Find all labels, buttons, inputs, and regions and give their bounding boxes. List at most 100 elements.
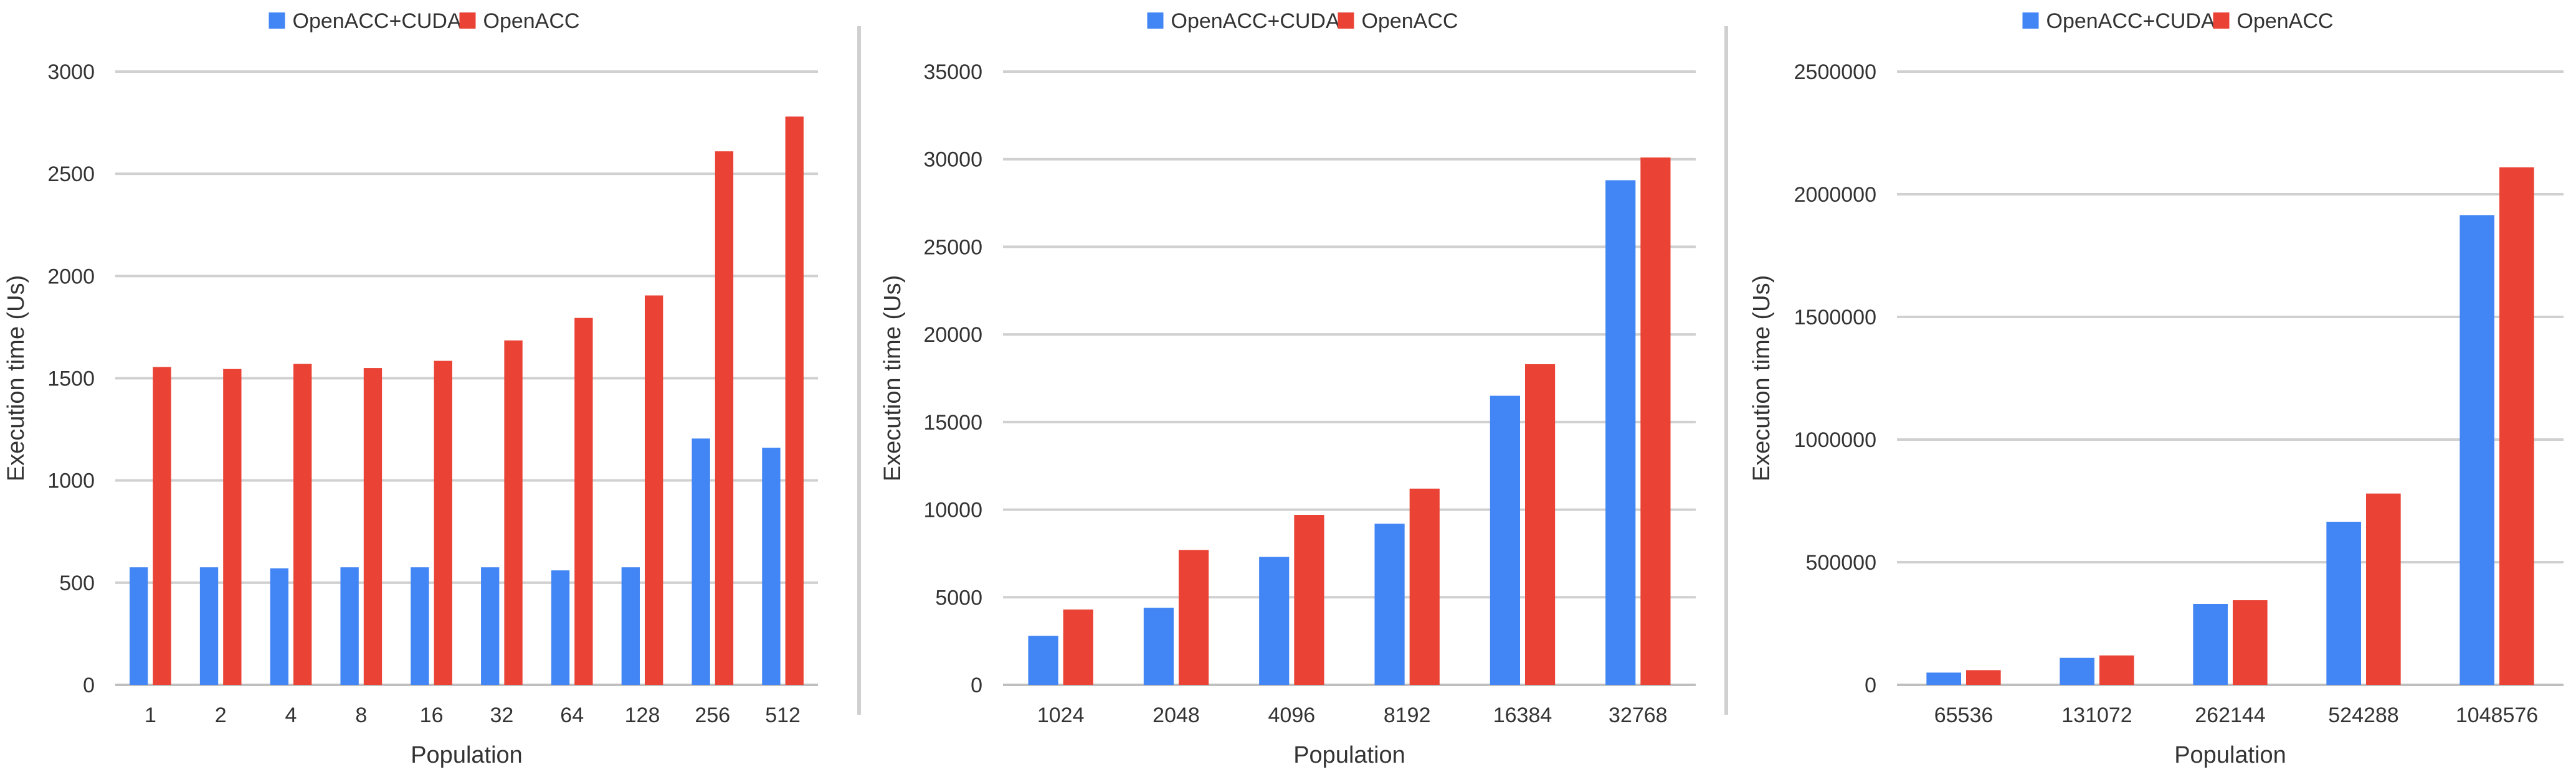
- chart1-x-axis-title: Population: [411, 742, 523, 768]
- chart1-bar-openacc-1: [153, 367, 171, 685]
- chart2-bar-openacc-cuda-32768: [1605, 180, 1636, 685]
- chart1-bar-openacc-64: [574, 318, 593, 685]
- chart1-y-tick-label: 1500: [47, 367, 95, 391]
- chart2-y-tick-label: 25000: [923, 235, 982, 259]
- chart2-bar-openacc-cuda-4096: [1259, 557, 1290, 685]
- chart2-x-tick-label: 1024: [1037, 704, 1085, 727]
- chart1-x-tick-label: 2: [215, 704, 227, 727]
- chart2-y-tick-label: 15000: [923, 411, 982, 435]
- chart1-legend-label-openacc-cuda: OpenACC+CUDA: [293, 9, 462, 33]
- chart3-x-tick-label: 524288: [2328, 704, 2398, 727]
- chart1-bar-openacc-cuda-4: [270, 568, 288, 685]
- chart2-legend-swatch-openacc: [1338, 12, 1354, 29]
- chart2-bar-openacc-cuda-16384: [1490, 395, 1520, 685]
- chart2-y-tick-label: 35000: [923, 60, 982, 84]
- chart3-y-tick-label: 2500000: [1794, 60, 1876, 84]
- chart1-y-tick-label: 1000: [47, 469, 95, 493]
- chart1-x-tick-label: 128: [625, 704, 660, 727]
- chart2-bar-openacc-4096: [1294, 515, 1324, 685]
- chart1-x-tick-label: 1: [145, 704, 156, 727]
- chart2-bar-openacc-32768: [1640, 157, 1671, 685]
- chart3-y-tick-label: 1000000: [1794, 428, 1876, 452]
- chart3-bar-openacc-524288: [2366, 493, 2401, 685]
- chart1-bar-openacc-4: [293, 364, 312, 685]
- chart2-bar-openacc-8192: [1409, 488, 1440, 685]
- chart3-legend-label-openacc-cuda: OpenACC+CUDA: [2046, 9, 2215, 33]
- chart1-y-tick-label: 0: [83, 674, 95, 697]
- chart1-x-tick-label: 256: [695, 704, 730, 727]
- chart3-y-tick-label: 2000000: [1794, 183, 1876, 207]
- chart3-bar-openacc-262144: [2233, 600, 2268, 685]
- chart1-bar-openacc-512: [785, 116, 804, 685]
- chart1-bar-openacc-8: [363, 368, 383, 685]
- chart2-x-tick-label: 16384: [1493, 704, 1552, 727]
- chart3-bar-openacc-cuda-65536: [1926, 672, 1961, 685]
- chart1-y-tick-label: 500: [59, 572, 95, 595]
- chart3-bar-openacc-65536: [1966, 670, 2001, 685]
- chart2-bar-openacc-16384: [1525, 364, 1556, 685]
- chart2-bar-openacc-cuda-2048: [1143, 608, 1174, 685]
- chart1-bar-openacc-cuda-2: [199, 567, 219, 685]
- chart2-legend-label-openacc-cuda: OpenACC+CUDA: [1171, 9, 1340, 33]
- chart3-x-tick-label: 262144: [2195, 704, 2265, 727]
- chart2-x-tick-label: 8192: [1384, 704, 1431, 727]
- chart3-bar-openacc-131072: [2099, 655, 2134, 685]
- chart-panel-2: 0 5000 10000 15000 20000 25000 30000 35000 1024 2…: [880, 9, 1696, 768]
- chart2-y-axis-title: Execution time (Us): [880, 275, 906, 482]
- chart2-x-axis-title: Population: [1293, 742, 1405, 768]
- chart1-y-tick-label: 2000: [47, 265, 95, 288]
- chart3-y-tick-label: 1500000: [1794, 306, 1876, 329]
- chart1-bar-openacc-16: [434, 360, 452, 685]
- chart3-x-tick-label: 131072: [2061, 704, 2132, 727]
- chart3-bar-openacc-cuda-524288: [2326, 521, 2361, 685]
- chart3-y-tick-label: 500000: [1806, 551, 1876, 575]
- chart1-x-tick-label: 8: [355, 704, 367, 727]
- chart2-y-tick-label: 20000: [923, 323, 982, 347]
- chart2-bar-openacc-2048: [1179, 550, 1209, 685]
- chart1-bar-openacc-cuda-256: [692, 438, 710, 685]
- chart3-y-axis-title: Execution time (Us): [1749, 275, 1775, 482]
- chart3-x-axis-title: Population: [2174, 742, 2286, 768]
- chart3-x-tick-label: 1048576: [2456, 704, 2538, 727]
- chart3-legend-swatch-openacc-cuda: [2022, 12, 2039, 29]
- chart2-x-tick-label: 2048: [1153, 704, 1200, 727]
- chart1-bar-openacc-cuda-8: [340, 567, 359, 685]
- chart2-y-tick-label: 5000: [935, 586, 982, 610]
- chart1-x-tick-label: 4: [285, 704, 297, 727]
- chart1-x-tick-label: 32: [490, 704, 513, 727]
- chart3-x-tick-label: 65536: [1934, 704, 1994, 727]
- chart1-y-axis-title: Execution time (Us): [3, 275, 29, 482]
- chart1-y-tick-label: 3000: [47, 60, 95, 84]
- chart1-legend-swatch-openacc: [459, 12, 476, 29]
- chart1-bar-openacc-cuda-32: [481, 567, 500, 685]
- chart1-bar-openacc-cuda-1: [130, 567, 148, 685]
- chart1-x-tick-label: 512: [765, 704, 801, 727]
- chart2-y-tick-label: 30000: [923, 148, 982, 172]
- chart3-y-tick-label: 0: [1865, 674, 1876, 697]
- chart1-bar-openacc-cuda-512: [762, 448, 781, 685]
- chart2-bar-openacc-cuda-1024: [1028, 636, 1058, 685]
- chart2-y-tick-label: 10000: [923, 499, 982, 522]
- chart2-legend-label-openacc: OpenACC: [1362, 9, 1458, 33]
- chart1-bar-openacc-32: [504, 340, 523, 685]
- chart2-legend-swatch-openacc-cuda: [1147, 12, 1164, 29]
- chart3-bar-openacc-1048576: [2499, 167, 2534, 685]
- chart-panel-1: 0 500 1000 1500 2000 2500 3000 1 2 4 8 16 32 64 128 256…: [3, 9, 818, 768]
- chart2-x-tick-label: 32768: [1609, 704, 1668, 727]
- chart1-bar-openacc-256: [715, 151, 734, 685]
- chart2-bar-openacc-cuda-8192: [1374, 524, 1405, 685]
- chart2-y-tick-label: 0: [971, 674, 982, 697]
- chart1-bar-openacc-cuda-16: [411, 567, 429, 685]
- chart3-bar-openacc-cuda-131072: [2060, 657, 2094, 685]
- chart1-legend-swatch-openacc-cuda: [269, 12, 285, 29]
- chart3-legend-swatch-openacc: [2213, 12, 2230, 29]
- chart1-bar-openacc-128: [645, 295, 663, 685]
- chart3-legend-label-openacc: OpenACC: [2237, 9, 2334, 33]
- chart2-bar-openacc-1024: [1063, 609, 1093, 685]
- chart1-x-tick-label: 64: [560, 704, 584, 727]
- chart1-y-tick-label: 2500: [47, 162, 95, 186]
- chart1-bar-openacc-cuda-128: [621, 567, 640, 685]
- chart-panel-3: 0 500000 1000000 1500000 2000000 2500000 65536…: [1749, 9, 2564, 768]
- chart2-x-tick-label: 4096: [1268, 704, 1316, 727]
